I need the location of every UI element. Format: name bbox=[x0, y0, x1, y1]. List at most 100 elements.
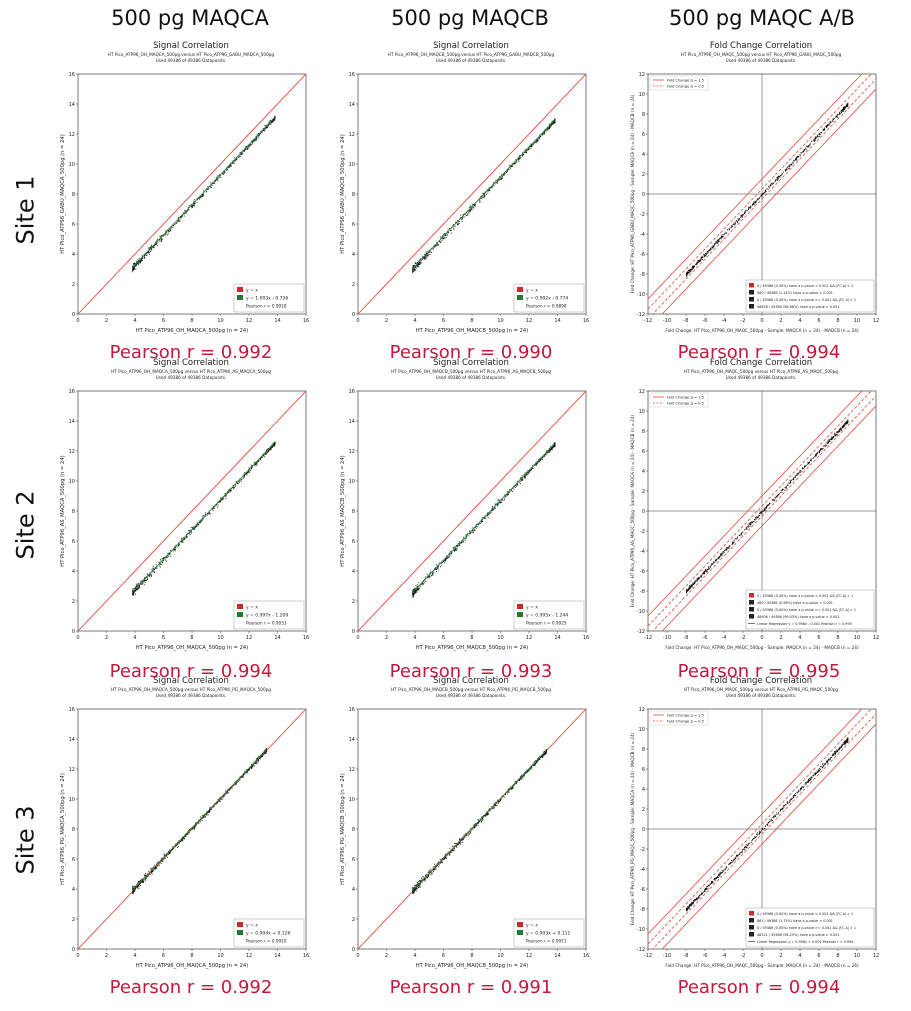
fold-change-1-5-line bbox=[648, 74, 863, 300]
y-tick-label: 8 bbox=[642, 429, 645, 435]
legend-label-2: 480 / 49386 (0.96%) have a p-value < 0.0… bbox=[757, 601, 833, 605]
y-tick-label: 2 bbox=[642, 489, 645, 495]
pearson-caption: Pearson r = 0.992 bbox=[109, 342, 273, 363]
y-tick-label: 10 bbox=[639, 92, 645, 98]
y-tick-label: -12 bbox=[637, 312, 645, 318]
chart-subtitle: HT Pico_ATP96_OH_MAQCB_500pg versus HT P… bbox=[391, 687, 551, 692]
legend-swatch-identity bbox=[517, 604, 523, 609]
legend-box bbox=[233, 283, 305, 313]
legend: y = x y = 0.993x + 0.111 Pearson r = 0.991… bbox=[513, 918, 585, 948]
x-tick-label: 12 bbox=[246, 318, 252, 324]
chart-title: Fold Change Correlation bbox=[710, 41, 812, 51]
y-tick-label: 6 bbox=[72, 539, 75, 545]
y-tick-label: 0 bbox=[642, 827, 645, 833]
plot-area bbox=[358, 391, 586, 631]
y-tick-label: 2 bbox=[352, 282, 355, 288]
legend-label-identity: y = x bbox=[246, 606, 258, 611]
y-tick-label: 10 bbox=[349, 797, 355, 803]
x-tick-label: 14 bbox=[554, 635, 560, 641]
scatter-points bbox=[686, 102, 849, 277]
column-title-2: 500 pg MAQCB bbox=[391, 6, 549, 30]
x-tick-label: 8 bbox=[836, 318, 839, 324]
x-tick-label: -2 bbox=[741, 635, 746, 641]
x-tick-label: 6 bbox=[442, 318, 445, 324]
chart-title: Signal Correlation bbox=[433, 358, 509, 368]
x-tick-label: 6 bbox=[817, 318, 820, 324]
x-tick-label: -6 bbox=[703, 318, 708, 324]
y-tick-label: 8 bbox=[642, 747, 645, 753]
chart-subtitle-2: Used 49386 of 49386 Datapoints. bbox=[436, 375, 507, 380]
legend-swatch-identity bbox=[237, 604, 243, 609]
y-tick-label: 0 bbox=[642, 192, 645, 198]
y-axis-label: HT Pico_ATP96_PG_MAQCA_500pg (n = 24) bbox=[60, 773, 66, 885]
legend-swatch-regression bbox=[237, 295, 243, 300]
x-tick-label: -10 bbox=[663, 635, 671, 641]
x-tick-label: 8 bbox=[190, 953, 193, 959]
x-tick-label: -2 bbox=[741, 953, 746, 959]
x-tick-label: -4 bbox=[722, 318, 727, 324]
x-axis-label: Fold Change: HT Pico_ATP96_OH_MAQC_500pg… bbox=[665, 645, 859, 650]
x-tick-label: 8 bbox=[470, 635, 473, 641]
x-tick-label: 0 bbox=[76, 953, 79, 959]
legend-swatch-identity bbox=[517, 922, 523, 927]
x-tick-label: 4 bbox=[798, 635, 801, 641]
legend-label-identity: y = x bbox=[526, 289, 538, 294]
x-tick-label: 4 bbox=[133, 953, 136, 959]
y-tick-label: 8 bbox=[352, 827, 355, 833]
legend-label-identity: y = x bbox=[526, 606, 538, 611]
legend-label-pearson: Pearson r = 0.9911 bbox=[526, 939, 567, 944]
scatter-points bbox=[686, 737, 849, 912]
legend-label-1: 0 / 49386 (0.00%) have a p-value < 0.001… bbox=[757, 284, 853, 288]
y-tick-label: 10 bbox=[69, 479, 75, 485]
legend-swatch-regression bbox=[517, 930, 523, 935]
x-tick-label: 2 bbox=[779, 635, 782, 641]
y-tick-label: 2 bbox=[352, 917, 355, 923]
pearson-caption: Pearson r = 0.994 bbox=[677, 342, 841, 363]
y-axis-label: Fold Change: HT Pico_ATP96_GABU_MAQC_500… bbox=[630, 94, 635, 293]
y-tick-label: 4 bbox=[72, 569, 75, 575]
x-tick-label: -12 bbox=[644, 953, 652, 959]
x-tick-label: 12 bbox=[873, 318, 879, 324]
legend-box bbox=[513, 283, 585, 313]
pearson-caption: Pearson r = 0.995 bbox=[677, 661, 841, 682]
identity-line bbox=[358, 74, 586, 314]
x-tick-label: 2 bbox=[105, 635, 108, 641]
plot-area bbox=[648, 74, 876, 314]
y-tick-label: -8 bbox=[640, 272, 645, 278]
x-tick-label: 16 bbox=[583, 635, 589, 641]
chart-subtitle-2: Used 49386 of 49386 Datapoints. bbox=[436, 58, 507, 63]
y-tick-label: 6 bbox=[352, 539, 355, 545]
x-axis-label: Fold Change: HT Pico_ATP96_OH_MAQC_500pg… bbox=[665, 963, 859, 968]
y-tick-label: -6 bbox=[640, 569, 645, 575]
y-tick-label: 12 bbox=[639, 72, 645, 78]
x-tick-label: -8 bbox=[684, 635, 689, 641]
y-tick-label: 16 bbox=[349, 707, 355, 713]
y-tick-label: 14 bbox=[69, 102, 75, 108]
legend-box bbox=[233, 918, 305, 948]
fc-legend-label-2: Fold Change Δ = 0.5 bbox=[667, 402, 704, 406]
y-tick-label: 10 bbox=[349, 479, 355, 485]
y-tick-label: 6 bbox=[72, 857, 75, 863]
legend-swatch-3 bbox=[749, 607, 754, 612]
chart-title: Signal Correlation bbox=[153, 676, 229, 686]
y-tick-label: -10 bbox=[637, 609, 645, 615]
x-tick-label: -8 bbox=[684, 953, 689, 959]
y-tick-label: -6 bbox=[640, 887, 645, 893]
x-tick-label: 10 bbox=[854, 318, 860, 324]
x-tick-label: 14 bbox=[274, 635, 280, 641]
x-tick-label: 10 bbox=[497, 635, 503, 641]
y-tick-label: 14 bbox=[349, 102, 355, 108]
legend-box bbox=[745, 907, 875, 948]
chart-subtitle: HT Pico_ATP96_OH_MAQCA_500pg versus HT P… bbox=[111, 687, 271, 692]
legend-swatch-2 bbox=[749, 600, 754, 605]
y-tick-label: 12 bbox=[69, 449, 75, 455]
legend-label-4: 48521 / 49386 (98.25%) have a p-value > … bbox=[757, 933, 839, 937]
regression-line bbox=[411, 443, 555, 594]
pearson-caption: Pearson r = 0.991 bbox=[389, 977, 553, 998]
y-tick-label: 10 bbox=[349, 162, 355, 168]
y-tick-label: 2 bbox=[642, 807, 645, 813]
legend-label-5: Linear Regression y = 0.998x + 0.001 Pea… bbox=[757, 940, 853, 944]
x-tick-label: 14 bbox=[554, 318, 560, 324]
scatter-points bbox=[132, 748, 267, 895]
